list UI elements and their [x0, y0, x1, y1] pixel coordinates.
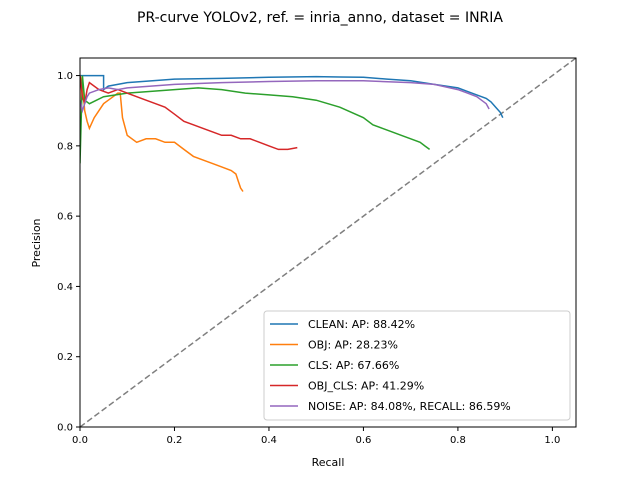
legend-label-3: OBJ_CLS: AP: 41.29% [308, 380, 424, 393]
reference-diagonal-line [80, 58, 576, 427]
y-tick-label: 0.6 [57, 212, 73, 223]
x-tick-label: 0.8 [450, 435, 466, 446]
y-tick-label: 0.0 [57, 423, 73, 434]
series-line-3 [80, 75, 298, 151]
legend-label-2: CLS: AP: 67.66% [308, 359, 399, 372]
legend-label-1: OBJ: AP: 28.23% [308, 339, 398, 352]
x-tick-label: 0.4 [261, 435, 277, 446]
legend-box [263, 310, 571, 421]
y-tick-label: 0.4 [57, 282, 73, 293]
legend: CLEAN: AP: 88.42% OBJ: AP: 28.23% CLS: AP:… [263, 310, 571, 421]
y-axis-label: Precision [30, 218, 43, 267]
plot-area [79, 57, 577, 428]
y-axis: 0.0 0.2 0.4 0.6 0.8 1.0 [57, 71, 80, 434]
series-line-2 [80, 75, 431, 164]
x-tick-label: 0.6 [355, 435, 371, 446]
y-tick-label: 1.0 [57, 71, 73, 82]
legend-items: CLEAN: AP: 88.42% OBJ: AP: 28.23% CLS: AP:… [270, 318, 511, 413]
x-axis-label: Recall [312, 456, 345, 469]
x-axis: 0.0 0.2 0.4 0.6 0.8 1.0 [72, 427, 560, 446]
x-tick-label: 0.0 [72, 435, 88, 446]
series-line-1 [80, 75, 244, 192]
x-tick-label: 0.2 [167, 435, 183, 446]
x-tick-label: 1.0 [544, 435, 560, 446]
y-tick-label: 0.2 [57, 352, 73, 363]
chart-title: PR-curve YOLOv2, ref. = inria_anno, data… [137, 10, 503, 26]
legend-label-0: CLEAN: AP: 88.42% [308, 318, 415, 331]
y-tick-label: 0.8 [57, 141, 73, 152]
series-line-4 [80, 80, 490, 114]
series-layer [80, 58, 576, 427]
series-line-0 [80, 74, 504, 119]
legend-label-4: NOISE: AP: 84.08%, RECALL: 86.59% [308, 400, 511, 413]
plot-frame [79, 57, 577, 428]
